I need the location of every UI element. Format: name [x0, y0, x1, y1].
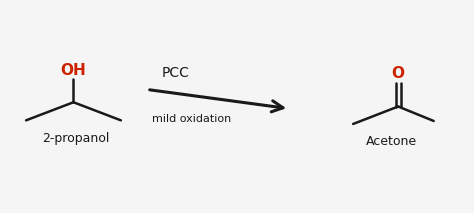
Text: O: O	[392, 66, 405, 81]
Text: Acetone: Acetone	[365, 135, 417, 148]
Text: mild oxidation: mild oxidation	[152, 114, 231, 124]
Text: PCC: PCC	[161, 66, 189, 80]
Text: OH: OH	[61, 63, 86, 78]
Text: 2-propanol: 2-propanol	[42, 132, 109, 145]
